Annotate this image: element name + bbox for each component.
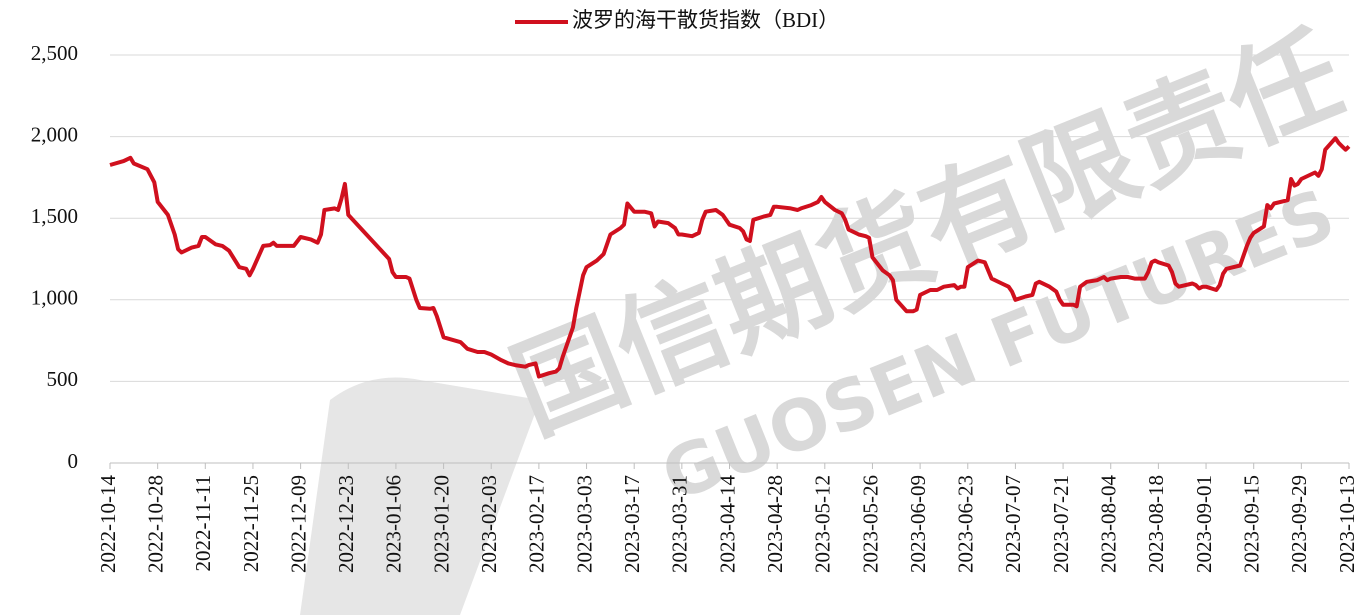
y-tick-label: 0 [68,449,79,473]
watermark-logo [300,377,540,615]
x-tick-label: 2023-02-03 [477,475,501,573]
x-tick-label: 2022-11-25 [239,475,263,572]
x-tick-label: 2023-06-23 [954,475,978,573]
x-tick-label: 2023-05-26 [858,475,882,573]
y-tick-label: 1,500 [31,204,78,228]
x-tick-label: 2023-09-01 [1192,475,1216,573]
x-tick-label: 2022-12-09 [286,475,310,573]
x-tick-label: 2023-06-09 [906,475,930,573]
x-tick-label: 2023-03-17 [620,475,644,573]
line-series [109,136,1351,379]
x-tick-label: 2022-10-28 [143,475,167,573]
x-tick-label: 2023-08-04 [1097,475,1121,573]
y-tick-label: 2,500 [31,41,78,65]
x-tick-label: 2023-01-06 [382,475,406,573]
x-tick-label: 2023-07-21 [1049,475,1073,573]
x-tick-label: 2023-04-14 [715,475,739,573]
x-tick-label: 2023-03-31 [668,475,692,573]
y-tick-label: 2,000 [31,122,78,146]
y-tick-label: 1,000 [31,286,78,310]
x-tick-label: 2023-08-18 [1144,475,1168,573]
x-tick-label: 2022-11-11 [191,475,215,571]
y-tick-label: 500 [47,367,79,391]
x-tick-label: 2022-10-14 [96,475,120,573]
x-tick-label: 2023-07-07 [1001,475,1025,573]
x-tick-label: 2023-09-15 [1240,475,1264,573]
x-tick-label: 2023-02-17 [525,475,549,573]
x-tick-label: 2022-12-23 [334,475,358,573]
x-tick-label: 2023-01-20 [429,475,453,573]
legend-label: 波罗的海干散货指数（BDI） [572,8,839,32]
x-tick-label: 2023-10-13 [1335,475,1359,573]
x-tick-label: 2023-05-12 [811,475,835,573]
x-tick-label: 2023-09-29 [1287,475,1311,573]
x-tick-label: 2023-03-03 [572,475,596,573]
x-tick-label: 2023-04-28 [763,475,787,573]
